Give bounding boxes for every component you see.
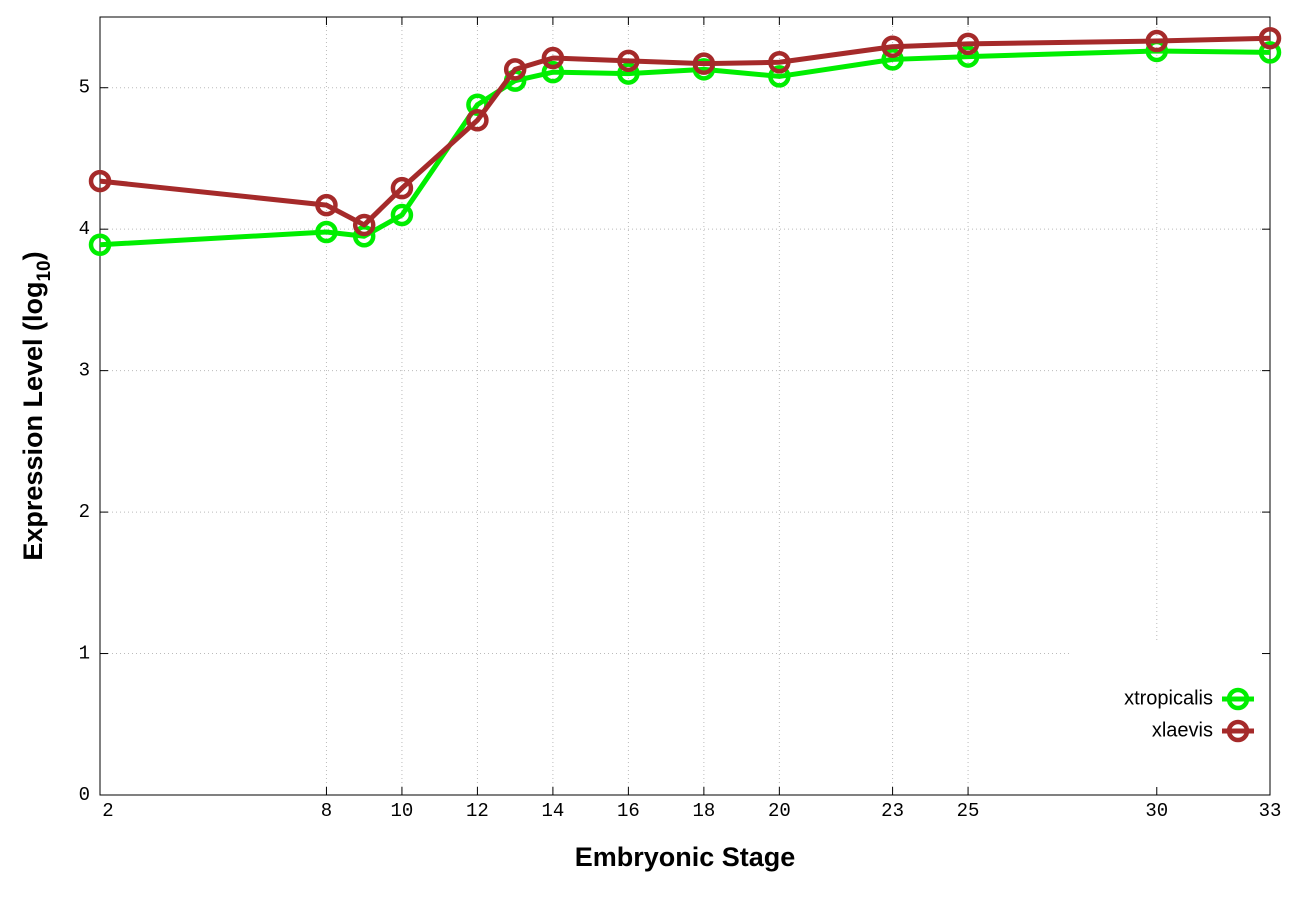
x-tick-label: 2	[102, 800, 113, 822]
x-tick-label: 12	[466, 800, 489, 822]
y-tick-label: 2	[79, 501, 90, 523]
x-tick-label: 18	[692, 800, 715, 822]
data-point	[541, 60, 565, 84]
data-point	[466, 109, 489, 132]
legend-marker	[1226, 719, 1250, 743]
x-tick-label: 8	[321, 800, 332, 822]
data-point	[1258, 41, 1282, 64]
data-point	[768, 51, 791, 74]
data-point	[956, 32, 980, 56]
data-point	[315, 220, 338, 244]
y-tick-label: 4	[79, 218, 90, 240]
data-point	[390, 203, 414, 227]
x-tick-label: 10	[391, 800, 414, 822]
series-line	[99, 35, 1271, 228]
y-label-text: Expression Level (log	[18, 282, 48, 561]
x-tick-label: 20	[768, 800, 791, 822]
legend-label: xlaevis	[1152, 719, 1213, 741]
data-point	[617, 62, 640, 85]
x-axis-label: Embryonic Stage	[575, 842, 796, 872]
y-tick-label: 0	[79, 784, 90, 806]
x-tick-label: 14	[541, 800, 564, 822]
data-point	[881, 35, 904, 58]
x-tick-label: 33	[1259, 800, 1282, 822]
data-point	[768, 65, 791, 88]
y-label-sub: 10	[34, 260, 55, 281]
data-point	[390, 176, 414, 200]
y-label-suffix: )	[18, 251, 48, 260]
y-tick-label: 1	[79, 643, 90, 665]
data-point	[88, 233, 112, 256]
legend-marker	[1226, 687, 1250, 711]
y-axis-label: Expression Level (log10)	[18, 251, 55, 560]
y-tick-label: 5	[79, 77, 90, 99]
x-tick-label: 30	[1145, 800, 1168, 822]
x-tick-label: 16	[617, 800, 640, 822]
data-point	[88, 169, 112, 193]
legend-label: xtropicalis	[1124, 687, 1213, 709]
data-point	[503, 58, 527, 81]
data-point	[1258, 26, 1282, 50]
data-point	[1145, 29, 1169, 53]
x-tick-label: 23	[881, 800, 904, 822]
data-point	[315, 193, 338, 217]
x-tick-label: 25	[957, 800, 980, 822]
data-point	[541, 46, 565, 70]
data-point	[692, 52, 716, 75]
series-line	[99, 48, 1271, 248]
y-tick-label: 3	[79, 360, 90, 382]
data-point	[881, 48, 904, 71]
plot-frame	[99, 16, 1271, 796]
data-point	[617, 49, 640, 73]
data-point	[956, 45, 980, 68]
data-point	[352, 213, 376, 237]
